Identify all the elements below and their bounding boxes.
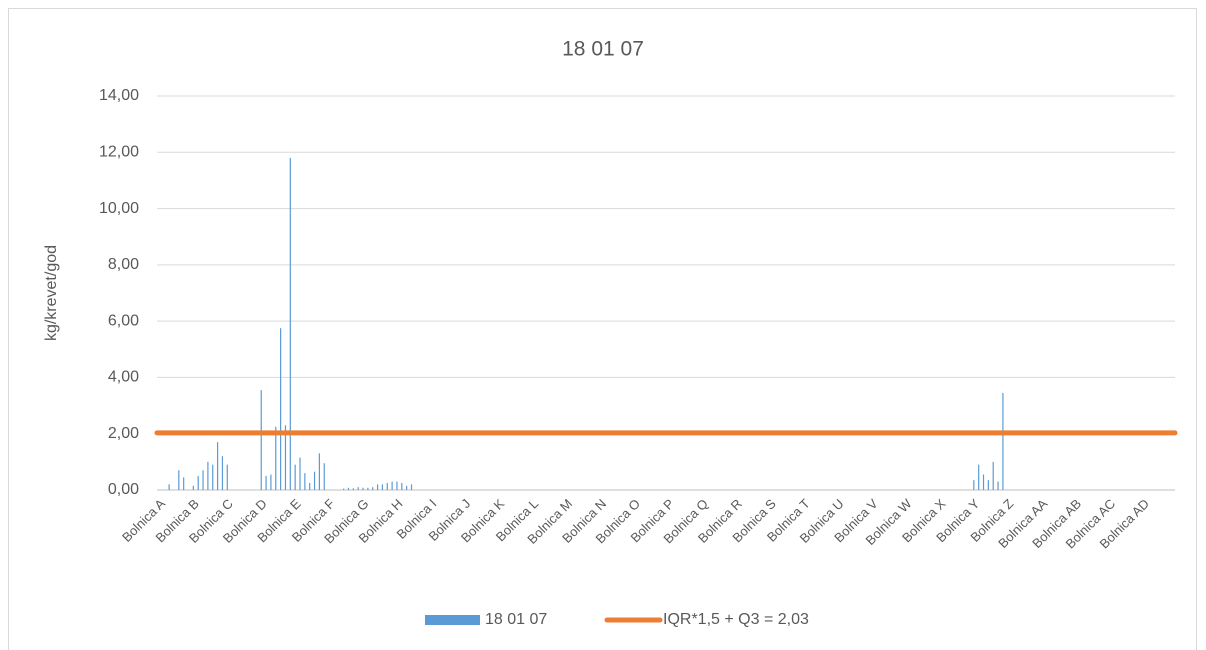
bar	[372, 487, 374, 490]
bar	[192, 485, 194, 490]
y-tick-label: 8,00	[108, 256, 139, 273]
bar	[183, 477, 185, 490]
bar	[401, 482, 403, 490]
bar	[982, 474, 985, 490]
bar	[997, 481, 999, 490]
bar	[284, 425, 287, 490]
bar	[265, 475, 267, 490]
y-tick-label: 10,00	[99, 200, 139, 217]
legend-swatch	[425, 615, 480, 625]
y-tick-label: 12,00	[99, 144, 139, 161]
bar	[406, 485, 408, 490]
bar	[309, 482, 311, 490]
y-tick-label: 2,00	[108, 425, 139, 442]
bar	[992, 461, 994, 490]
bar	[357, 487, 359, 490]
bar	[289, 157, 291, 490]
legend-label: IQR*1,5 + Q3 = 2,03	[663, 611, 809, 628]
bar	[202, 470, 204, 490]
bar	[1002, 392, 1004, 490]
bar	[396, 481, 398, 490]
bar	[987, 480, 989, 490]
bar	[299, 457, 301, 490]
bar	[304, 473, 306, 490]
bar	[973, 480, 975, 490]
y-tick-label: 4,00	[108, 369, 139, 386]
bar	[216, 442, 219, 490]
bar	[275, 426, 277, 490]
bar	[168, 484, 170, 490]
y-tick-label: 14,00	[99, 87, 139, 104]
bar	[260, 390, 262, 490]
bar	[212, 464, 214, 490]
bar	[294, 464, 296, 490]
y-axis-title: kg/krevet/god	[43, 245, 60, 341]
bar	[323, 463, 325, 490]
bar	[178, 470, 180, 490]
chart-title: 18 01 07	[562, 38, 644, 61]
bar	[207, 461, 209, 490]
bar	[978, 464, 980, 490]
y-tick-label: 0,00	[108, 481, 139, 498]
bar	[352, 488, 354, 490]
bar	[391, 481, 393, 490]
bar	[362, 487, 364, 490]
bar	[376, 484, 379, 490]
y-tick-label: 6,00	[108, 312, 139, 329]
chart-frame	[8, 8, 1197, 650]
bar	[410, 484, 413, 490]
bar	[343, 488, 345, 490]
bar	[381, 484, 384, 490]
bar	[270, 474, 272, 490]
bar	[318, 453, 320, 490]
legend-label: 18 01 07	[485, 611, 547, 628]
bar	[197, 475, 199, 490]
bar	[347, 487, 350, 490]
bar	[280, 328, 282, 490]
bar	[221, 456, 224, 490]
bar	[386, 482, 388, 490]
bar	[367, 487, 369, 490]
bar	[313, 471, 316, 490]
bar	[226, 464, 228, 490]
